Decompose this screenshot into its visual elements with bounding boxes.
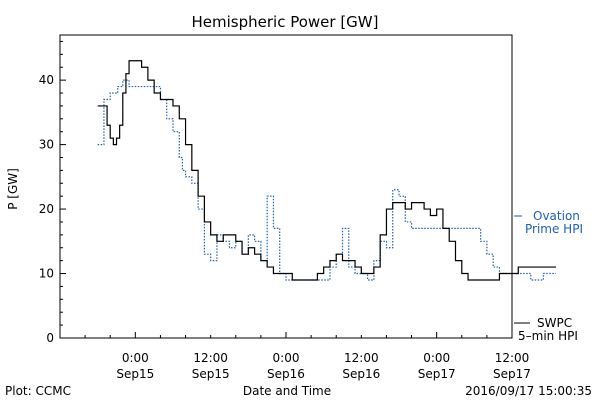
x-axis-label: Date and Time [243,384,331,398]
y-axis: 0 10 20 30 40 [39,40,66,345]
plot-frame [59,34,513,339]
plot-series [97,60,556,281]
x-tick-label-time: 12:00 [344,351,379,365]
y-tick-label: 10 [39,267,54,281]
x-tick-label-date: Sep17 [418,367,456,381]
legend-ovation-line2: Prime HPI [525,222,583,236]
x-axis: 0:00 Sep15 12:00 Sep15 0:00 Sep16 12:00 Sep16 0:… [84,332,531,381]
x-tick-label-date: Sep16 [267,367,305,381]
y-tick-label: 30 [39,138,54,152]
footer-plot-credit: Plot: CCMC [5,384,71,398]
x-tick-label-time: 0:00 [122,351,149,365]
legend-swpc-line2: 5–min HPI [518,329,578,343]
y-axis-label: P [GW] [6,168,20,210]
series-ovation-prime-line [97,79,556,281]
x-tick-label-time: 0:00 [423,351,450,365]
y-tick-label: 40 [39,73,54,87]
y-tick-label: 0 [46,331,54,345]
series-swpc-line [97,60,556,281]
chart-title: Hemispheric Power [GW] [192,13,379,31]
legend: Ovation Prime HPI SWPC 5–min HPI [514,209,583,343]
x-tick-label-date: Sep15 [116,367,154,381]
x-tick-label-date: Sep15 [192,367,230,381]
footer-timestamp: 2016/09/17 15:00:35 [465,384,592,398]
legend-ovation-line1: Ovation [533,209,580,223]
x-tick-label-time: 12:00 [193,351,228,365]
y-tick-label: 20 [39,202,54,216]
x-tick-label-time: 12:00 [495,351,530,365]
legend-swpc-line1: SWPC [537,316,572,330]
x-tick-label-date: Sep17 [493,367,531,381]
x-tick-label-date: Sep16 [342,367,380,381]
x-tick-label-time: 0:00 [273,351,300,365]
